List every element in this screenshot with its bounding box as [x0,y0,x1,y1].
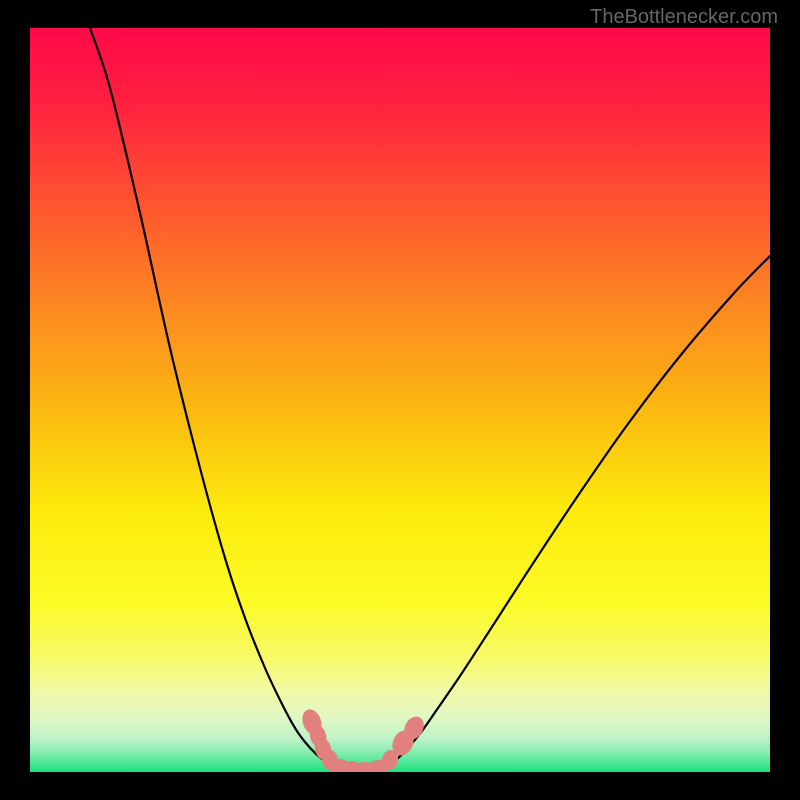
plot-area [30,28,770,772]
watermark-text: TheBottlenecker.com [590,6,778,29]
bottleneck-curve [90,28,770,772]
chart-svg [30,28,770,772]
